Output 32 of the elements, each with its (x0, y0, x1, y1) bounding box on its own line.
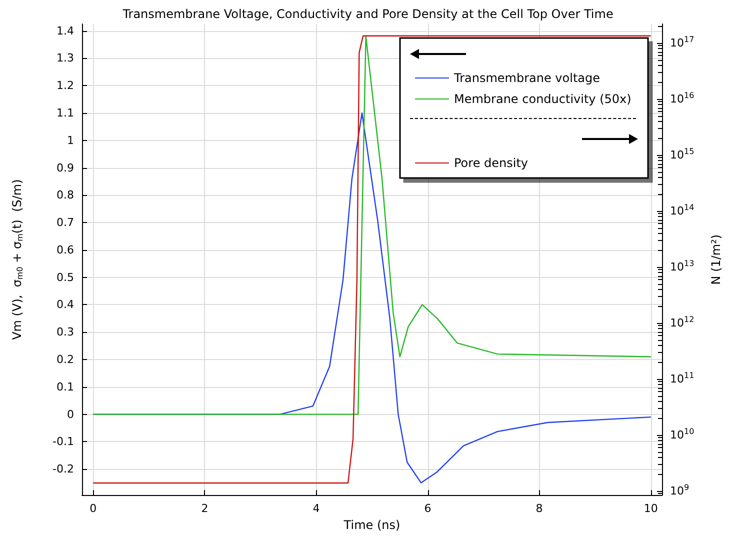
x-tick-label: 0 (90, 502, 97, 516)
x-tick-label: 10 (644, 502, 658, 516)
chart-title: Transmembrane Voltage, Conductivity and Pore Density at the Cell Top Over Time (122, 7, 614, 21)
legend-label: Membrane conductivity (50x) (454, 92, 632, 106)
x-tick-label: 8 (536, 502, 543, 516)
y-tick-label: -0.2 (52, 462, 74, 476)
y-tick-label: 0.3 (56, 326, 74, 339)
legend-label: Transmembrane voltage (453, 71, 600, 85)
y-tick-label: 0.6 (56, 243, 74, 256)
y2-axis-title: N (1/m²) (709, 234, 723, 285)
y-tick-label: 0.1 (56, 380, 74, 394)
y-tick-label: 0.9 (56, 161, 74, 174)
y-tick-label: 1.2 (56, 79, 74, 92)
x-tick-label: 2 (201, 502, 208, 516)
y-tick-label: -0.1 (52, 435, 74, 448)
x-tick-label: 6 (424, 502, 432, 516)
line-series (92, 36, 652, 415)
y-tick-label: 0.2 (56, 353, 74, 366)
y-tick-label: 1 (67, 134, 74, 147)
y-tick-label: 0.7 (56, 216, 74, 230)
legend-label: Pore density (454, 156, 528, 170)
y-tick-label: 1.1 (56, 106, 74, 120)
y-axis-title: Vm (V), σm0 + σm(t) (S/m) (10, 179, 24, 340)
line-series (92, 35, 652, 484)
y-tick-label: 1.4 (56, 24, 74, 38)
y-tick-label: 0 (67, 408, 74, 421)
x-axis-title: Time (ns) (342, 518, 400, 532)
y-tick-label: 0.5 (56, 270, 74, 284)
y-tick-label: 0.4 (56, 298, 74, 312)
y-tick-label: 0.8 (56, 188, 74, 202)
y-tick-label: 1.3 (56, 52, 74, 65)
x-tick-label: 4 (312, 502, 320, 516)
